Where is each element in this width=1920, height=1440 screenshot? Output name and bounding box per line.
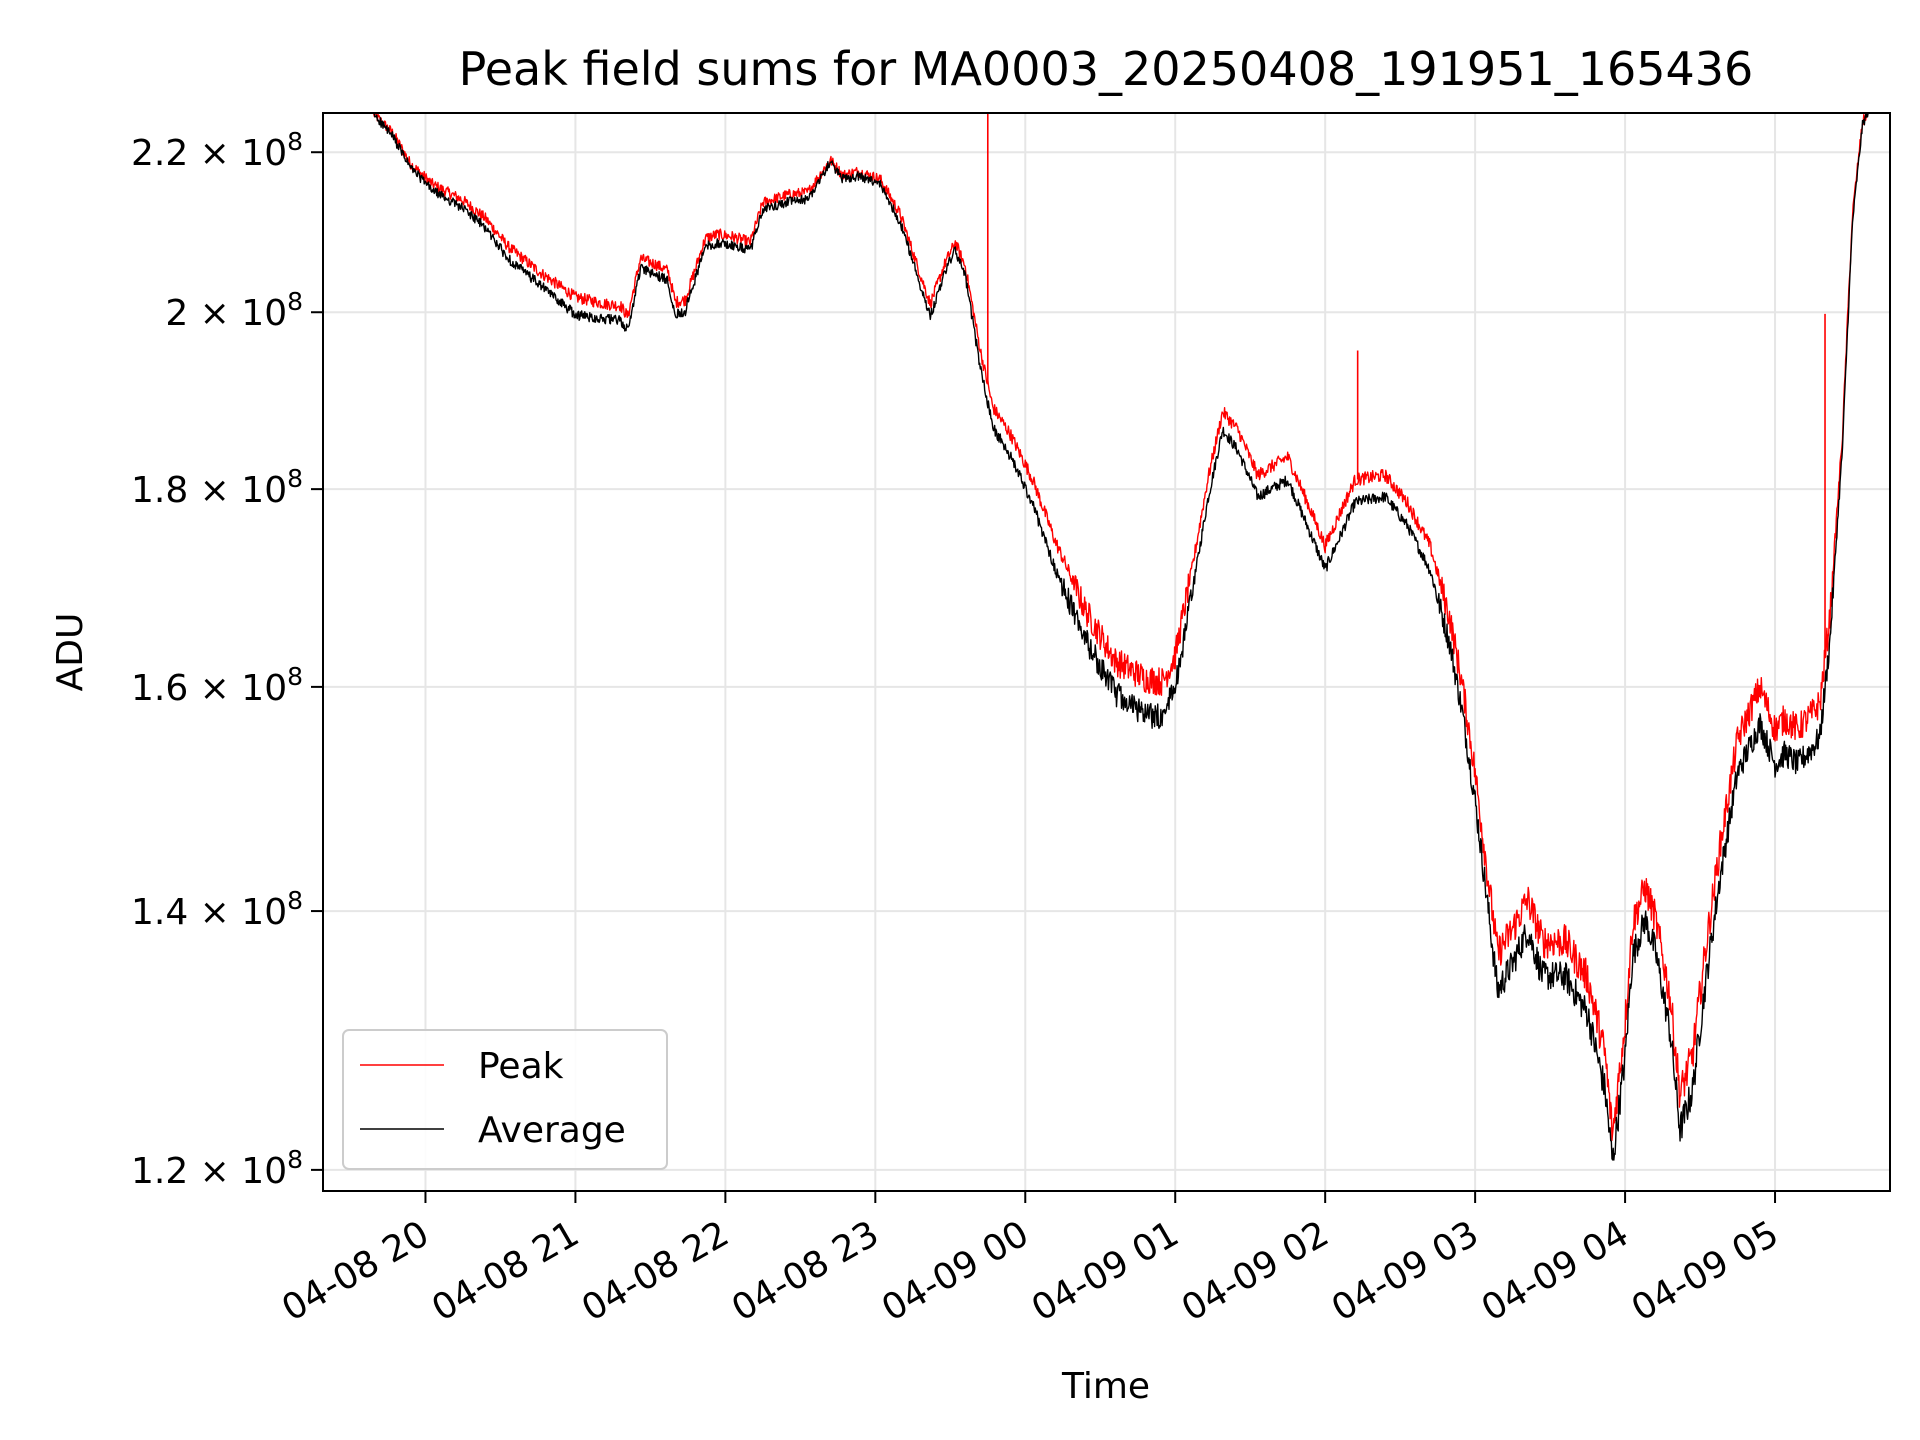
- y-tick-label: 1.8 × 108: [131, 464, 303, 511]
- plot-lines: [323, 113, 1890, 1161]
- legend: Peak Average: [342, 1029, 668, 1170]
- y-tick-label: 2.2 × 108: [131, 127, 303, 174]
- x-axis-label: Time: [1061, 1366, 1150, 1407]
- legend-label-peak: Peak: [478, 1046, 564, 1087]
- legend-label-average: Average: [478, 1110, 626, 1151]
- y-tick-label: 1.6 × 108: [131, 662, 303, 709]
- y-axis-ticks: 1.2 × 108 1.4 × 108 1.6 × 108 1.8 × 108 2 × …: [131, 127, 323, 1192]
- y-axis-label: ADU: [50, 613, 91, 692]
- chart-title: Peak field sums for MA0003_20250408_1919…: [459, 42, 1754, 96]
- plot-frame: [322, 112, 1891, 1192]
- y-tick-label: 1.4 × 108: [131, 886, 303, 933]
- y-tick-label: 1.2 × 108: [131, 1145, 303, 1192]
- series-line-peak: [323, 113, 1890, 1142]
- series-line-average: [323, 113, 1890, 1161]
- y-tick-label: 2 × 108: [165, 287, 303, 334]
